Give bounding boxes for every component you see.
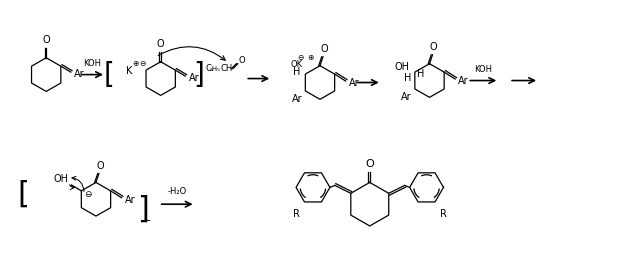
- Text: O: O: [430, 42, 438, 52]
- Text: -H₂O: -H₂O: [168, 187, 187, 196]
- FancyArrowPatch shape: [158, 47, 225, 60]
- Text: O: O: [96, 161, 104, 171]
- Text: [: [: [17, 180, 29, 209]
- Text: ⊖: ⊖: [139, 59, 146, 68]
- Text: O: O: [43, 35, 50, 45]
- Text: Ar: Ar: [125, 195, 135, 205]
- Text: C: C: [205, 64, 211, 73]
- Text: OH: OH: [53, 174, 69, 184]
- Text: K: K: [126, 66, 132, 76]
- Text: Ar: Ar: [74, 69, 85, 79]
- Text: R: R: [293, 209, 300, 219]
- FancyArrowPatch shape: [69, 185, 74, 190]
- Text: KOH: KOH: [474, 64, 492, 74]
- Text: OH: OH: [395, 62, 410, 72]
- Text: H: H: [404, 73, 412, 83]
- Text: ⊕: ⊕: [307, 53, 313, 62]
- Text: ⊕: ⊕: [133, 59, 139, 68]
- Text: O: O: [320, 44, 328, 54]
- Text: KOH: KOH: [83, 59, 101, 68]
- Text: Ar: Ar: [292, 94, 302, 104]
- Text: Ar: Ar: [190, 73, 200, 83]
- Text: ⊖: ⊖: [84, 190, 92, 199]
- Text: R: R: [440, 209, 447, 219]
- Text: ⊖: ⊖: [297, 53, 303, 62]
- Text: H: H: [293, 67, 300, 77]
- Text: ₆H₅: ₆H₅: [209, 66, 221, 72]
- Text: [: [: [104, 61, 114, 89]
- Text: ]: ]: [193, 61, 204, 89]
- Text: OK: OK: [290, 60, 302, 69]
- Text: Ar: Ar: [401, 92, 412, 102]
- Text: O: O: [366, 159, 374, 168]
- Text: O: O: [238, 56, 245, 65]
- Text: −: −: [142, 216, 151, 226]
- Text: Ar: Ar: [458, 76, 469, 86]
- Text: ]: ]: [137, 195, 149, 224]
- Text: H: H: [417, 69, 424, 79]
- Text: O: O: [157, 39, 165, 49]
- FancyArrowPatch shape: [72, 176, 84, 192]
- Text: Ar: Ar: [349, 78, 359, 88]
- Text: CH: CH: [221, 64, 233, 73]
